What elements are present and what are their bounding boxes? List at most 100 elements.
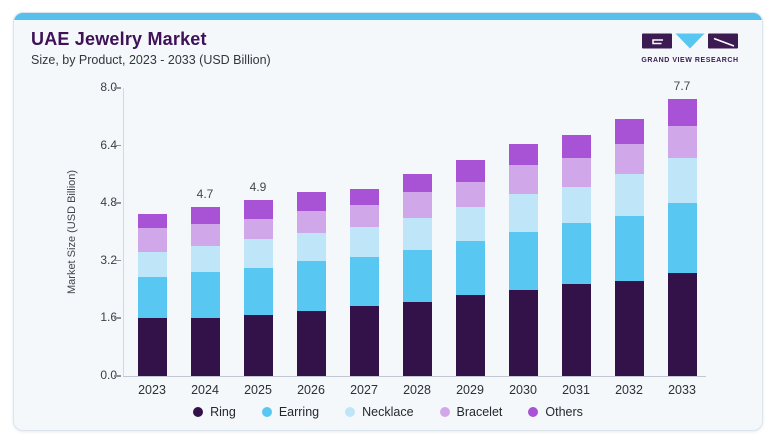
bar-segment-earring	[614, 216, 644, 281]
bar-segment-earring	[402, 250, 432, 302]
bar-segment-ring	[667, 273, 697, 376]
legend-label: Others	[545, 405, 583, 419]
bar-segment-bracelet	[455, 182, 485, 207]
bar-segment-earring	[667, 203, 697, 273]
bar-segment-ring	[137, 318, 167, 376]
bar-2030	[508, 144, 538, 376]
bar-segment-bracelet	[508, 165, 538, 194]
bar-segment-bracelet	[296, 211, 326, 233]
bar-segment-necklace	[667, 158, 697, 203]
y-tick-mark	[114, 259, 121, 262]
bar-segment-bracelet	[561, 158, 591, 187]
x-tick-label: 2024	[191, 383, 219, 397]
bar-value-label: 7.7	[673, 79, 691, 93]
bar-2031	[561, 135, 591, 376]
legend-dot	[261, 407, 272, 417]
bar-segment-necklace	[455, 207, 485, 241]
y-tick-mark	[114, 87, 121, 89]
legend-dot	[193, 407, 204, 417]
bar-segment-necklace	[190, 246, 220, 272]
bar-segment-bracelet	[349, 205, 379, 227]
x-tick-label: 2030	[509, 383, 537, 397]
bar-segment-others	[296, 192, 326, 211]
bar-segment-necklace	[137, 252, 167, 277]
bar-segment-earring	[190, 272, 220, 318]
x-tick-label: 2031	[562, 383, 590, 397]
chart-header: UAE Jewelry Market Size, by Product, 202…	[31, 29, 271, 67]
x-tick-label: 2028	[403, 383, 431, 397]
x-tick-label: 2026	[297, 383, 325, 397]
legend-item-earring: Earring	[261, 405, 320, 419]
x-tick-label: 2027	[350, 383, 378, 397]
legend-dot	[528, 407, 539, 417]
bar-segment-ring	[455, 295, 485, 376]
bar-2024	[190, 207, 220, 376]
chart-area: Market Size (USD Billion) Ring Earring Nec…	[14, 74, 762, 430]
x-tick-label: 2029	[456, 383, 484, 397]
bar-segment-others	[614, 119, 644, 144]
legend: Ring Earring Necklace Bracelet Others	[14, 405, 762, 419]
x-axis-line	[123, 376, 706, 377]
y-axis-title: Market Size (USD Billion)	[66, 169, 78, 295]
bar-segment-necklace	[508, 194, 538, 232]
bar-2028	[402, 174, 432, 376]
bar-segment-necklace	[402, 218, 432, 250]
bar-segment-earring	[508, 232, 538, 290]
bar-segment-bracelet	[190, 224, 220, 246]
bar-2033	[667, 99, 697, 376]
bar-segment-others	[508, 144, 538, 165]
bar-segment-bracelet	[614, 144, 644, 174]
bar-2023	[137, 214, 167, 376]
bar-segment-ring	[402, 302, 432, 376]
bar-segment-others	[190, 207, 220, 224]
legend-item-others: Others	[528, 405, 583, 419]
bar-segment-others	[455, 160, 485, 182]
bar-segment-necklace	[614, 174, 644, 216]
bar-segment-ring	[349, 306, 379, 376]
top-accent-bar	[14, 13, 762, 20]
x-tick-label: 2032	[615, 383, 643, 397]
bar-segment-ring	[243, 315, 273, 376]
bar-segment-others	[667, 99, 697, 126]
bar-segment-others	[349, 189, 379, 205]
bar-segment-others	[561, 135, 591, 158]
y-tick-mark	[114, 144, 121, 147]
bar-segment-others	[243, 200, 273, 219]
chart-subtitle: Size, by Product, 2023 - 2033 (USD Billi…	[31, 53, 271, 67]
bar-2032	[614, 119, 644, 376]
bar-segment-ring	[561, 284, 591, 376]
y-tick-label: 8.0	[100, 80, 117, 94]
bar-2027	[349, 189, 379, 376]
bar-segment-earring	[243, 268, 273, 315]
bar-segment-bracelet	[243, 219, 273, 239]
y-tick-label: 6.4	[100, 137, 117, 152]
bar-segment-earring	[349, 257, 379, 306]
y-axis-line	[123, 88, 124, 376]
bar-segment-others	[402, 174, 432, 192]
legend-item-bracelet: Bracelet	[439, 405, 502, 419]
y-tick-label: 3.2	[100, 252, 117, 267]
bar-segment-ring	[296, 311, 326, 376]
bar-segment-earring	[137, 277, 167, 318]
legend-label: Earring	[278, 405, 320, 419]
bar-segment-necklace	[349, 227, 379, 257]
bar-2029	[455, 160, 485, 376]
page-title: UAE Jewelry Market	[31, 29, 207, 49]
chart-card: UAE Jewelry Market Size, by Product, 202…	[13, 12, 763, 431]
y-tick-label: 4.8	[100, 195, 117, 210]
legend-item-necklace: Necklace	[345, 405, 414, 419]
y-tick-label: 0.0	[100, 368, 117, 382]
bar-segment-necklace	[561, 187, 591, 223]
y-tick-mark	[114, 317, 121, 319]
legend-item-ring: Ring	[193, 405, 236, 419]
legend-dot	[345, 407, 356, 417]
y-tick-mark	[114, 202, 121, 204]
x-tick-label: 2023	[138, 383, 166, 397]
legend-dot	[439, 407, 450, 417]
bar-segment-bracelet	[667, 126, 697, 158]
x-tick-label: 2033	[668, 383, 696, 397]
bar-segment-bracelet	[402, 192, 432, 218]
y-tick-mark	[114, 375, 121, 377]
bar-segment-earring	[561, 223, 591, 284]
gvr-logo-icon	[642, 33, 738, 49]
